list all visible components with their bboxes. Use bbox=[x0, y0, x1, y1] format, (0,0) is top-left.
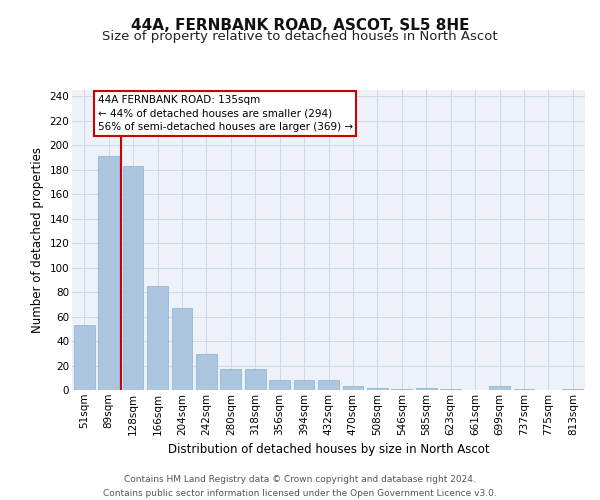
Bar bbox=[245, 369, 266, 390]
Bar bbox=[172, 308, 193, 390]
Bar bbox=[196, 354, 217, 390]
Bar bbox=[489, 386, 510, 390]
Bar bbox=[440, 389, 461, 390]
Text: 44A FERNBANK ROAD: 135sqm
← 44% of detached houses are smaller (294)
56% of semi: 44A FERNBANK ROAD: 135sqm ← 44% of detac… bbox=[98, 95, 353, 132]
Bar bbox=[269, 380, 290, 390]
Bar bbox=[367, 388, 388, 390]
Text: Contains HM Land Registry data © Crown copyright and database right 2024.
Contai: Contains HM Land Registry data © Crown c… bbox=[103, 476, 497, 498]
Bar bbox=[562, 389, 583, 390]
Y-axis label: Number of detached properties: Number of detached properties bbox=[31, 147, 44, 333]
Bar bbox=[416, 388, 437, 390]
Bar bbox=[514, 389, 535, 390]
Bar bbox=[318, 380, 339, 390]
Bar bbox=[293, 380, 314, 390]
X-axis label: Distribution of detached houses by size in North Ascot: Distribution of detached houses by size … bbox=[167, 443, 490, 456]
Text: Size of property relative to detached houses in North Ascot: Size of property relative to detached ho… bbox=[102, 30, 498, 43]
Bar bbox=[147, 286, 168, 390]
Bar bbox=[98, 156, 119, 390]
Bar bbox=[343, 386, 364, 390]
Bar bbox=[122, 166, 143, 390]
Bar bbox=[391, 389, 412, 390]
Text: 44A, FERNBANK ROAD, ASCOT, SL5 8HE: 44A, FERNBANK ROAD, ASCOT, SL5 8HE bbox=[131, 18, 469, 32]
Bar bbox=[220, 369, 241, 390]
Bar bbox=[74, 325, 95, 390]
